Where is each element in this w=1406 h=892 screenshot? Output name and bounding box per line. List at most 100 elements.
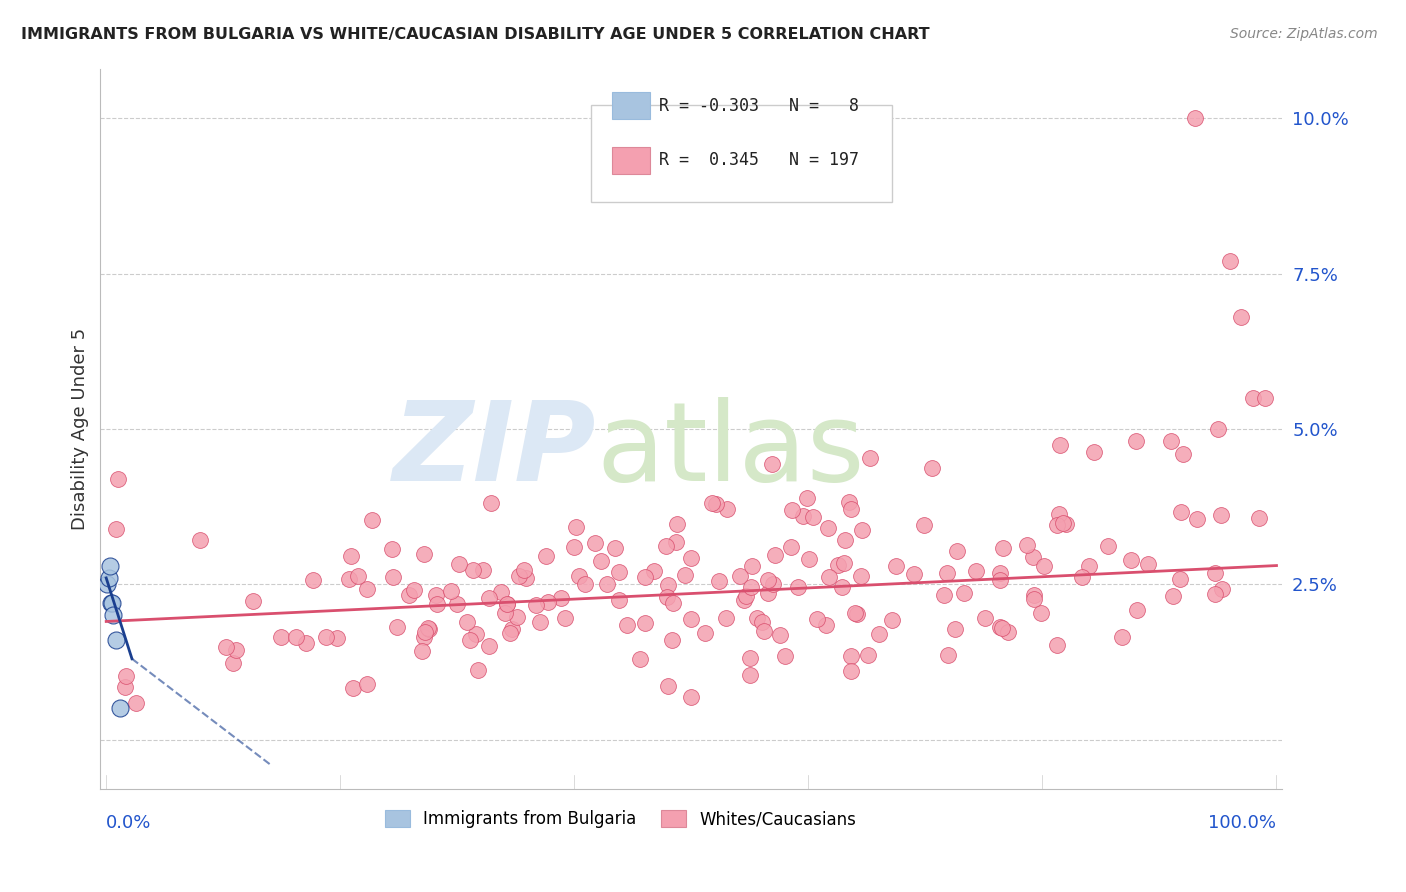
Point bbox=[508, 569, 530, 583]
Point bbox=[1054, 517, 1077, 532]
Point bbox=[337, 572, 360, 586]
Point bbox=[756, 585, 779, 599]
Point bbox=[756, 573, 779, 587]
Point bbox=[1160, 434, 1182, 449]
Point bbox=[806, 612, 828, 626]
Point bbox=[953, 586, 976, 600]
Point bbox=[1204, 566, 1226, 581]
Point bbox=[506, 610, 529, 624]
Point bbox=[643, 564, 665, 578]
Point bbox=[478, 639, 501, 653]
Point bbox=[315, 631, 337, 645]
Point bbox=[225, 643, 247, 657]
Point bbox=[844, 607, 866, 621]
Point bbox=[1022, 550, 1045, 565]
Point bbox=[1121, 553, 1143, 567]
Point bbox=[801, 510, 824, 524]
Point bbox=[568, 569, 591, 583]
Point bbox=[868, 627, 890, 641]
Point bbox=[1184, 112, 1206, 126]
Point bbox=[1230, 310, 1253, 324]
Text: 0.0%: 0.0% bbox=[107, 814, 152, 832]
Point bbox=[97, 571, 120, 585]
Point bbox=[695, 625, 717, 640]
Text: R = -0.303   N =   8: R = -0.303 N = 8 bbox=[659, 97, 859, 115]
Point bbox=[851, 523, 873, 537]
Point bbox=[385, 620, 408, 634]
Point bbox=[797, 552, 820, 566]
Point bbox=[524, 598, 547, 612]
Point bbox=[381, 541, 404, 556]
Point bbox=[665, 534, 688, 549]
Point bbox=[780, 541, 803, 555]
Point bbox=[340, 549, 363, 563]
Point bbox=[839, 501, 862, 516]
Point bbox=[728, 569, 751, 583]
Point bbox=[416, 621, 439, 635]
Point bbox=[591, 554, 613, 568]
Point bbox=[1049, 438, 1071, 452]
Point bbox=[1046, 517, 1069, 532]
Point bbox=[537, 595, 560, 609]
Point bbox=[741, 559, 763, 574]
Point bbox=[657, 578, 679, 592]
Point bbox=[496, 597, 519, 611]
Point bbox=[1046, 638, 1069, 652]
Point bbox=[494, 606, 516, 620]
Point bbox=[489, 585, 512, 599]
Point bbox=[554, 610, 576, 624]
Point bbox=[356, 582, 378, 596]
Point bbox=[1022, 588, 1045, 602]
Text: R =  0.345   N = 197: R = 0.345 N = 197 bbox=[659, 151, 859, 169]
Point bbox=[110, 701, 132, 715]
Point bbox=[849, 569, 872, 583]
Point bbox=[673, 567, 696, 582]
Point bbox=[882, 613, 904, 627]
Point bbox=[1125, 434, 1147, 449]
Point bbox=[512, 563, 534, 577]
FancyBboxPatch shape bbox=[612, 147, 650, 175]
Point bbox=[1024, 592, 1046, 607]
Point bbox=[973, 611, 995, 625]
Point bbox=[884, 559, 907, 574]
Point bbox=[834, 556, 856, 570]
Point bbox=[515, 571, 537, 585]
Point bbox=[1111, 630, 1133, 644]
Point bbox=[738, 651, 761, 665]
Point bbox=[859, 450, 882, 465]
Point bbox=[1052, 516, 1074, 530]
Point bbox=[946, 544, 969, 558]
Point bbox=[114, 681, 136, 695]
Point bbox=[839, 664, 862, 678]
Point bbox=[786, 580, 808, 594]
Point bbox=[616, 618, 638, 632]
Point bbox=[326, 631, 349, 645]
Point bbox=[1032, 558, 1054, 573]
Point bbox=[662, 596, 685, 610]
Point bbox=[402, 583, 425, 598]
Point bbox=[745, 611, 768, 625]
Point bbox=[1070, 570, 1092, 584]
Point bbox=[1170, 505, 1192, 519]
Point bbox=[1211, 582, 1233, 596]
Point bbox=[284, 630, 307, 644]
Point bbox=[583, 536, 606, 550]
Point bbox=[991, 621, 1014, 635]
Point bbox=[456, 615, 478, 629]
Point bbox=[735, 589, 758, 603]
Point bbox=[550, 591, 572, 606]
Point bbox=[356, 677, 378, 691]
Point bbox=[1254, 391, 1277, 405]
Point bbox=[574, 577, 596, 591]
Point bbox=[1137, 558, 1160, 572]
Point bbox=[831, 580, 853, 594]
Point bbox=[1015, 538, 1038, 552]
Point bbox=[706, 497, 728, 511]
Text: IMMIGRANTS FROM BULGARIA VS WHITE/CAUCASIAN DISABILITY AGE UNDER 5 CORRELATION C: IMMIGRANTS FROM BULGARIA VS WHITE/CAUCAS… bbox=[21, 27, 929, 42]
Point bbox=[302, 573, 325, 587]
Point bbox=[425, 588, 447, 602]
Point bbox=[96, 577, 118, 591]
Point bbox=[780, 503, 803, 517]
Point bbox=[426, 597, 449, 611]
Point bbox=[361, 512, 384, 526]
